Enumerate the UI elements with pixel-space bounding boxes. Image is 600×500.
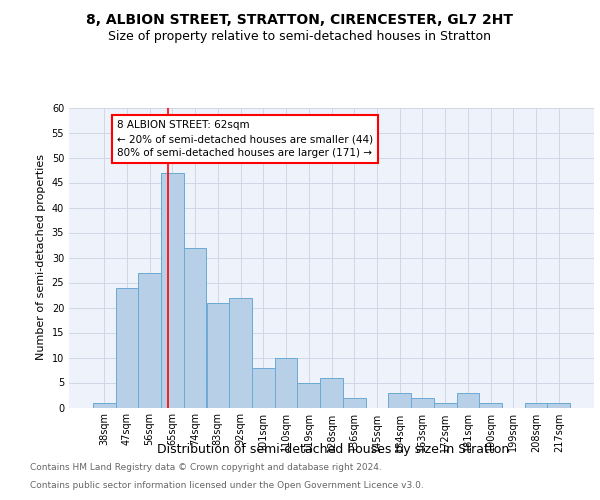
Text: Size of property relative to semi-detached houses in Stratton: Size of property relative to semi-detach… — [109, 30, 491, 43]
Bar — [93, 402, 116, 407]
Y-axis label: Number of semi-detached properties: Number of semi-detached properties — [36, 154, 46, 360]
Text: 8, ALBION STREET, STRATTON, CIRENCESTER, GL7 2HT: 8, ALBION STREET, STRATTON, CIRENCESTER,… — [86, 12, 514, 26]
Bar — [479, 402, 502, 407]
Bar — [457, 392, 479, 407]
Bar — [320, 378, 343, 408]
Bar — [206, 302, 229, 408]
Bar — [524, 402, 547, 407]
Bar — [547, 402, 570, 407]
Text: Contains public sector information licensed under the Open Government Licence v3: Contains public sector information licen… — [30, 481, 424, 490]
Text: 8 ALBION STREET: 62sqm
← 20% of semi-detached houses are smaller (44)
80% of sem: 8 ALBION STREET: 62sqm ← 20% of semi-det… — [117, 120, 373, 158]
Bar — [229, 298, 252, 408]
Bar — [116, 288, 139, 408]
Bar — [139, 272, 161, 407]
Bar — [275, 358, 298, 408]
Bar — [388, 392, 411, 407]
Bar — [184, 248, 206, 408]
Bar — [411, 398, 434, 407]
Text: Contains HM Land Registry data © Crown copyright and database right 2024.: Contains HM Land Registry data © Crown c… — [30, 464, 382, 472]
Bar — [434, 402, 457, 407]
Bar — [343, 398, 365, 407]
Text: Distribution of semi-detached houses by size in Stratton: Distribution of semi-detached houses by … — [157, 442, 509, 456]
Bar — [252, 368, 275, 408]
Bar — [298, 382, 320, 407]
Bar — [161, 172, 184, 408]
